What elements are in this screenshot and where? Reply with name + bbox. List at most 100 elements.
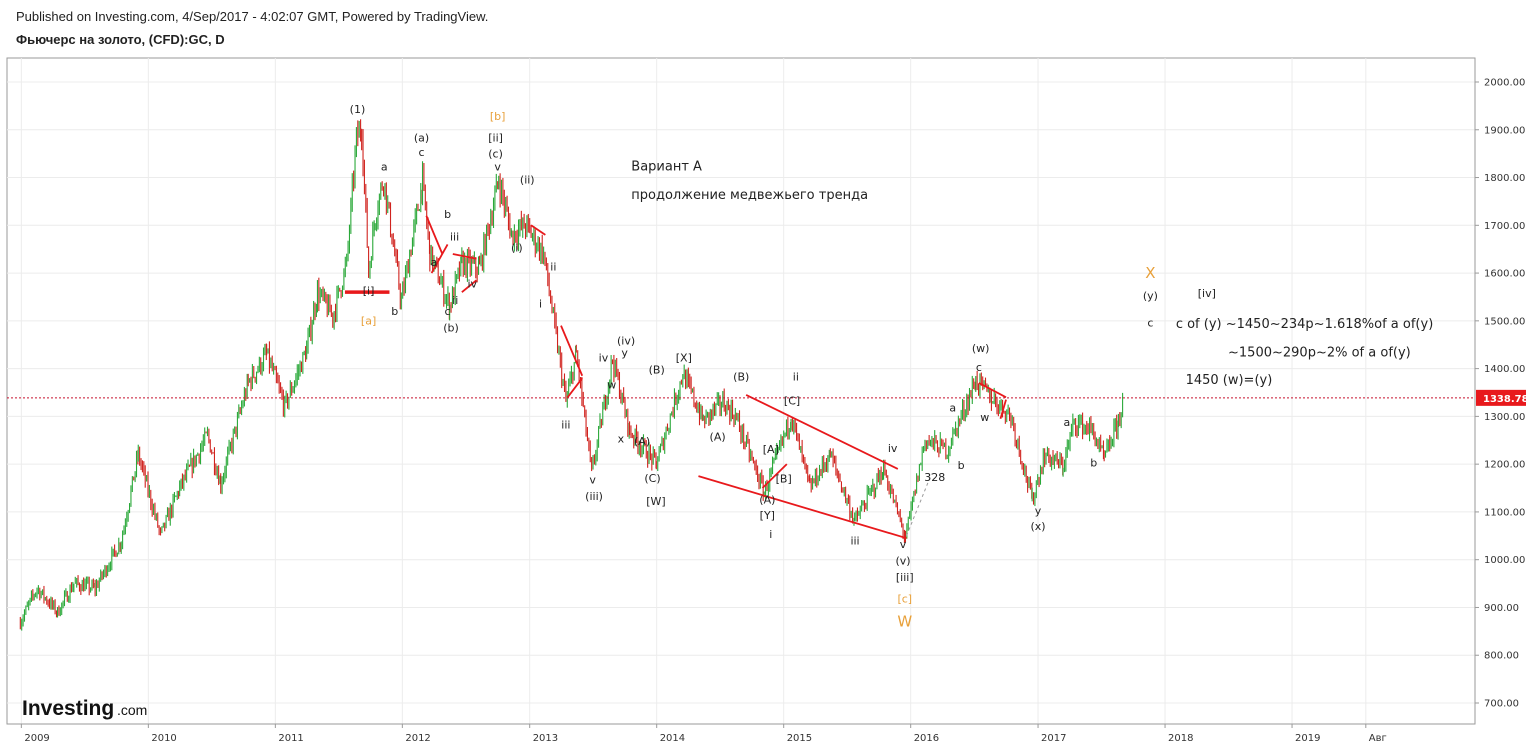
chart-note: Вариант А xyxy=(631,159,702,174)
wave-label: [B] xyxy=(776,472,792,485)
x-tick-label: 2012 xyxy=(405,733,430,744)
wave-label: [iv] xyxy=(1198,287,1216,300)
x-tick-label: 2015 xyxy=(787,733,812,744)
wave-label: [W] xyxy=(646,495,665,508)
wave-label: [C] xyxy=(784,394,800,407)
wave-label: b xyxy=(391,305,398,318)
trend-line xyxy=(745,394,899,470)
x-tick-label: 2017 xyxy=(1041,733,1066,744)
trend-line xyxy=(761,463,788,489)
wave-label: (C) xyxy=(644,472,660,485)
y-tick-label: 1700.00 xyxy=(1484,221,1525,232)
wave-label: (y) xyxy=(1143,289,1158,302)
trend-line xyxy=(461,279,478,293)
wave-label: ii xyxy=(452,294,458,307)
y-tick-label: 1100.00 xyxy=(1484,507,1525,518)
wave-label: (x) xyxy=(1030,520,1045,533)
y-tick-label: 800.00 xyxy=(1484,651,1519,662)
y-tick-label: 900.00 xyxy=(1484,603,1519,614)
wave-label: iv xyxy=(599,351,609,364)
wave-label: iii xyxy=(561,418,570,431)
plot-frame xyxy=(6,57,1476,725)
wave-label: x xyxy=(618,433,625,446)
wave-label: (b) xyxy=(443,321,459,334)
y-tick-label: 1400.00 xyxy=(1484,364,1525,375)
y-tick-label: 1600.00 xyxy=(1484,269,1525,280)
symbol-title: Фьючерс на золото, (CFD):GC, D xyxy=(16,32,225,47)
trend-line xyxy=(566,377,583,398)
wave-label: (1) xyxy=(350,103,366,116)
wave-label: (A) xyxy=(634,435,650,448)
wave-label: a xyxy=(381,160,388,173)
wave-label: (iii) xyxy=(585,490,603,503)
wave-label: ii xyxy=(793,371,799,384)
wave-label: y xyxy=(1035,504,1042,517)
wave-label: v xyxy=(494,160,501,173)
trend-line xyxy=(530,224,546,236)
wave-label: iv xyxy=(888,442,898,455)
wave-label: [ii] xyxy=(488,132,503,145)
wave-label: [iii] xyxy=(896,571,914,584)
wave-label: 328 xyxy=(924,471,945,484)
wave-label: X xyxy=(1145,264,1155,282)
wave-annotations: (1)a[i][a]b(a)cbiiiaiviic(b)[b][ii](c)v(… xyxy=(350,103,1216,631)
wave-label: i xyxy=(539,297,542,310)
wave-label: w xyxy=(980,411,989,424)
wave-label: b xyxy=(1090,457,1097,470)
price-tag-bg xyxy=(1476,389,1526,406)
x-tick-label: 2019 xyxy=(1295,733,1320,744)
y-tick-label: 1900.00 xyxy=(1484,125,1525,136)
wave-label: a xyxy=(431,256,438,269)
wave-label: [a] xyxy=(361,315,376,328)
x-tick-label: 2010 xyxy=(151,733,176,744)
wave-label: ii xyxy=(550,261,556,274)
logo-suffix: .com xyxy=(117,702,147,718)
wave-label: iv xyxy=(467,277,477,290)
x-tick-label: 2009 xyxy=(24,733,49,744)
x-tick-label: 2014 xyxy=(660,733,685,744)
y-tick-label: 1000.00 xyxy=(1484,555,1525,566)
wave-label: a xyxy=(949,402,956,415)
price-series xyxy=(19,119,1124,631)
wave-label: [i] xyxy=(363,285,375,298)
trend-line xyxy=(452,253,477,260)
y-tick-label: 1200.00 xyxy=(1484,460,1525,471)
wave-label: (i) xyxy=(511,242,523,255)
wave-label: w xyxy=(607,379,616,392)
wave-label: (v) xyxy=(895,554,910,567)
wave-label: (A) xyxy=(759,493,775,506)
trend-line xyxy=(978,382,1007,399)
wave-label: iii xyxy=(450,231,459,244)
price-tag-value: 1338.78 xyxy=(1483,394,1529,405)
wave-label: c xyxy=(1147,317,1153,330)
x-tick-label: 2011 xyxy=(278,733,303,744)
wave-label: [X] xyxy=(676,351,692,364)
wave-label: (a) xyxy=(414,132,429,145)
wave-label: (A) xyxy=(710,430,726,443)
x-axis: 2009 2010 2011 2012 2013 2014 2015 2016 2017 2018… xyxy=(20,724,1387,744)
chart-note: 1450 (w)=(y) xyxy=(1186,373,1273,388)
wave-label: iii xyxy=(850,534,859,547)
x-tick-label: Авг xyxy=(1369,733,1387,744)
chart-note: c of (y) ~1450~234p~1.618%of a of(y) xyxy=(1176,317,1433,332)
wave-label: (B) xyxy=(649,363,665,376)
text-notes: Вариант А продолжение медвежьего тренда c … xyxy=(631,159,1433,388)
wave-label: (iv) xyxy=(617,335,635,348)
investing-logo: Investing .com xyxy=(22,697,147,720)
wave-label: (ii) xyxy=(520,173,535,186)
wave-label: W xyxy=(897,613,912,631)
wave-label: (w) xyxy=(972,342,990,355)
trend-line xyxy=(425,215,444,255)
x-tick-label: 2018 xyxy=(1168,733,1193,744)
y-tick-label: 1300.00 xyxy=(1484,412,1525,423)
last-price-tag: 1338.78 xyxy=(1476,389,1529,406)
wave-label: y xyxy=(621,347,628,360)
chart-note: продолжение медвежьего тренда xyxy=(631,188,868,203)
trend-line xyxy=(560,325,584,377)
y-tick-label: 2000.00 xyxy=(1484,78,1525,89)
wave-label: [c] xyxy=(897,593,912,606)
wave-label: b xyxy=(958,459,965,472)
y-axis: 2000.00 1900.00 1800.00 1700.00 1600.00 1500.… xyxy=(1475,78,1525,710)
y-tick-label: 1800.00 xyxy=(1484,173,1525,184)
